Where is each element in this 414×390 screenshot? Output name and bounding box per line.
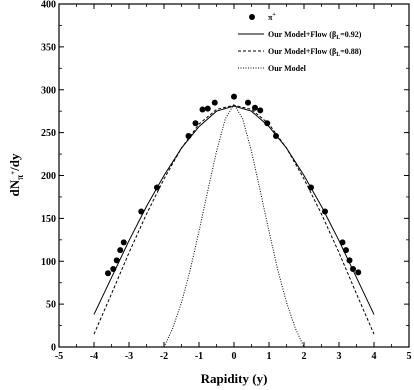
y-tick-label: 200 xyxy=(41,171,56,182)
legend-label-pi-plus: π+ xyxy=(268,12,276,22)
data-point xyxy=(192,120,199,127)
x-tick-label: -4 xyxy=(90,351,98,362)
data-point xyxy=(199,106,206,113)
x-tick-label: 3 xyxy=(337,351,342,362)
series-line-dotted xyxy=(163,103,305,348)
x-tick-label: 1 xyxy=(267,351,272,362)
data-point xyxy=(252,104,258,111)
x-tick-label: 2 xyxy=(302,351,307,362)
series-line-dashed xyxy=(93,104,375,335)
data-point xyxy=(231,93,237,100)
x-tick-label: 4 xyxy=(372,351,377,362)
series-layer xyxy=(93,93,375,348)
data-point xyxy=(355,269,362,276)
legend: π+ Our Model+Flow (βL=0.92) Our Model+Fl… xyxy=(238,12,362,73)
legend-item-pi-plus: π+ xyxy=(249,12,276,22)
y-tick-label: 100 xyxy=(41,257,56,268)
data-point xyxy=(113,257,120,264)
data-point xyxy=(105,270,111,277)
y-tick-label: 250 xyxy=(41,128,56,139)
y-tick-label: 400 xyxy=(41,0,56,11)
y-tick-label: 150 xyxy=(41,214,56,225)
x-tick-label: -5 xyxy=(55,351,63,362)
y-tick-label: 300 xyxy=(41,85,56,96)
data-point xyxy=(120,239,127,246)
legend-label-flow-088: Our Model+Flow (βL=0.88) xyxy=(268,47,362,58)
data-point xyxy=(204,105,211,112)
x-tick-label: -1 xyxy=(195,351,203,362)
x-tick-label: -3 xyxy=(125,351,133,362)
data-point xyxy=(257,107,264,114)
series-pi-plus-markers xyxy=(105,93,362,277)
x-tick-label: -2 xyxy=(160,351,168,362)
legend-marker-circle-icon xyxy=(249,14,255,20)
y-tick-label: 350 xyxy=(41,42,56,53)
y-axis: 0 50 100 150 200 250 300 350 400 xyxy=(41,0,409,354)
data-point xyxy=(245,99,251,106)
data-point xyxy=(117,247,124,254)
series-line-solid xyxy=(93,105,375,315)
x-axis: -5 -4 -3 -2 -1 0 1 2 3 4 5 xyxy=(55,4,412,362)
y-tick-label: 50 xyxy=(46,300,56,311)
legend-label-model: Our Model xyxy=(268,64,307,73)
legend-item-flow-092: Our Model+Flow (βL=0.92) xyxy=(238,30,362,41)
x-tick-label: 0 xyxy=(232,351,237,362)
legend-item-model: Our Model xyxy=(238,64,307,73)
x-axis-title: Rapidity (y) xyxy=(201,371,268,386)
legend-label-flow-092: Our Model+Flow (βL=0.92) xyxy=(268,30,362,41)
data-point xyxy=(211,99,218,106)
legend-item-flow-088: Our Model+Flow (βL=0.88) xyxy=(238,47,362,58)
y-tick-label: 0 xyxy=(51,343,56,354)
x-tick-label: 5 xyxy=(407,351,412,362)
y-axis-title: dNπ+/dy xyxy=(7,153,25,196)
